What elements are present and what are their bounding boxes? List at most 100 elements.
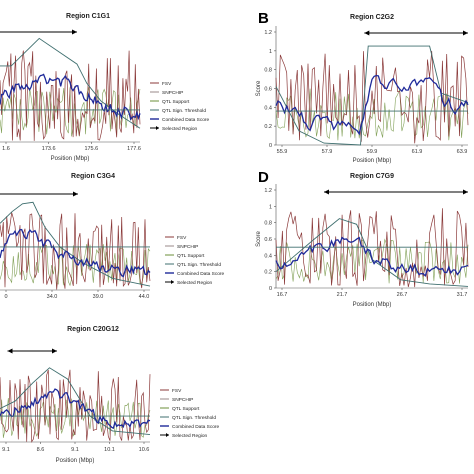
y-tick-label: 0.8 xyxy=(264,221,272,227)
chart-title: Region C20G12 xyxy=(67,326,119,333)
series-fsv-line xyxy=(275,208,469,288)
x-tick-label: 55.9 xyxy=(277,149,288,155)
y-tick-label: 0.8 xyxy=(264,68,272,74)
selected-region-arrowhead xyxy=(324,189,329,195)
panel-letter: D xyxy=(258,169,269,186)
x-axis-label: Position (Mbp) xyxy=(56,458,95,464)
series-fsv-line xyxy=(0,369,151,443)
series-qtl-support-line xyxy=(0,367,151,436)
selected-region-arrowhead xyxy=(463,189,468,195)
selected-region-arrowhead xyxy=(73,191,78,197)
x-tick-label: 21.7 xyxy=(337,292,348,298)
series-combined-score-line xyxy=(275,236,469,278)
y-tick-label: 1.2 xyxy=(264,188,272,194)
x-tick-label: 26.7 xyxy=(397,292,408,298)
legend-label: FSV xyxy=(177,235,187,241)
chart-title: Region C7G9 xyxy=(350,173,394,180)
x-tick-label: 10.1 xyxy=(104,447,115,453)
legend-arrow-icon xyxy=(166,433,169,437)
series-qtl-support-line xyxy=(0,37,141,129)
series-fsv-line xyxy=(275,50,469,144)
y-tick-label: 0.2 xyxy=(264,124,272,130)
x-tick-label: 63.9 xyxy=(457,149,468,155)
chart-panel-d: D Region C7G9 0 0.2 0.4 0.6 0.8 1 1.2 Score 16.7 21… xyxy=(256,169,469,308)
x-tick-label: 177.6 xyxy=(127,146,141,152)
x-axis-label: Position (Mbp) xyxy=(51,156,90,162)
y-tick-label: 0.4 xyxy=(264,105,272,111)
panel-letter: B xyxy=(258,10,269,27)
x-tick-label: 10.6 xyxy=(139,447,150,453)
series-qtl-support-line xyxy=(275,218,469,287)
legend-label: Combined Data Score xyxy=(177,271,225,277)
x-tick-label: 34.0 xyxy=(47,294,58,300)
x-tick-label: 0 xyxy=(4,294,7,300)
series-qtl-support-line xyxy=(0,201,151,287)
x-axis-label: Position (Mbp) xyxy=(353,158,392,164)
x-tick-label: 9.1 xyxy=(71,447,79,453)
chart-title: Region C1G1 xyxy=(66,13,110,20)
x-tick-label: 8.6 xyxy=(37,447,45,453)
legend-label: Combined Data Score xyxy=(162,117,210,123)
x-tick-label: 173.6 xyxy=(42,146,56,152)
y-axis-label: Score xyxy=(256,80,262,96)
selected-region-arrowhead xyxy=(7,348,13,354)
selected-region-arrowhead xyxy=(364,30,370,36)
x-tick-label: 44.0 xyxy=(139,294,150,300)
series-combined-score-line xyxy=(0,73,141,121)
x-tick-label: 59.9 xyxy=(367,149,378,155)
legend-label: QTL Sign. Threshold xyxy=(172,415,216,421)
series-combined-score-line xyxy=(275,74,469,136)
selected-region-arrowhead xyxy=(463,30,468,36)
x-tick-label: 61.9 xyxy=(412,149,423,155)
x-tick-label: 175.6 xyxy=(84,146,98,152)
legend-label: QTL Sign. Threshold xyxy=(177,262,221,268)
x-axis-label: Position (Mbp) xyxy=(353,302,392,308)
y-tick-label: 1 xyxy=(269,49,272,55)
legend-label: Selected Region xyxy=(177,280,213,286)
y-tick-label: 0.6 xyxy=(264,237,272,243)
y-tick-label: 1 xyxy=(269,204,272,210)
chart-title: Region C2G2 xyxy=(350,14,394,21)
legend-arrow-icon xyxy=(171,280,174,284)
legend-label: Combined Data Score xyxy=(172,424,220,430)
x-tick-label: 39.0 xyxy=(93,294,104,300)
y-axis-label: Score xyxy=(256,231,262,247)
y-tick-label: 0.4 xyxy=(264,253,272,259)
y-tick-label: 0.6 xyxy=(264,87,272,93)
series-snpchip-line xyxy=(275,88,469,141)
series-combined-score-line xyxy=(0,228,151,278)
legend-label: QTL Support xyxy=(177,253,205,259)
legend-label: SNPCHIP xyxy=(172,397,193,403)
x-tick-label: 31.7 xyxy=(457,292,468,298)
chart-panel-a: Region C1G1 1.6 173.6 175.6 177.6 Position (M… xyxy=(0,13,210,162)
series-qtl-support-line xyxy=(275,45,469,146)
series-combined-score-line xyxy=(0,388,151,430)
legend-arrow-icon xyxy=(156,126,159,130)
chart-panel-b: B Region C2G2 0 0.2 0.4 0.6 0.8 1 1.2 Score 55.9 57… xyxy=(256,10,469,164)
x-tick-label: 57.9 xyxy=(322,149,333,155)
chart-panel-c: Region C3G4 0 34.0 39.0 44.0 FSV SNPCHIP QTL Su… xyxy=(0,173,225,300)
y-tick-label: 0 xyxy=(269,286,272,292)
series-snpchip-line xyxy=(275,238,469,284)
chart-panel-e: Region C20G12 9.1 8.6 9.1 10.1 10.6 Position (… xyxy=(0,326,220,464)
x-tick-label: 16.7 xyxy=(277,292,288,298)
selected-region-arrowhead xyxy=(72,29,77,35)
series-fsv-line xyxy=(0,50,141,141)
y-tick-label: 0.2 xyxy=(264,270,272,276)
legend-label: QTL Sign. Threshold xyxy=(162,108,206,114)
x-tick-label: 1.6 xyxy=(2,146,10,152)
legend-label: FSV xyxy=(162,81,172,87)
y-tick-label: 0 xyxy=(269,143,272,149)
legend-label: FSV xyxy=(172,388,182,394)
legend-label: QTL Support xyxy=(172,406,200,412)
legend-label: SNPCHIP xyxy=(177,244,198,250)
legend-label: QTL Support xyxy=(162,99,190,105)
legend-label: Selected Region xyxy=(162,126,198,132)
series-fsv-line xyxy=(0,212,151,290)
legend-label: Selected Region xyxy=(172,433,208,439)
x-tick-label: 9.1 xyxy=(2,447,10,453)
y-tick-label: 1.2 xyxy=(264,30,272,36)
chart-title: Region C3G4 xyxy=(71,173,115,180)
legend-label: SNPCHIP xyxy=(162,90,183,96)
